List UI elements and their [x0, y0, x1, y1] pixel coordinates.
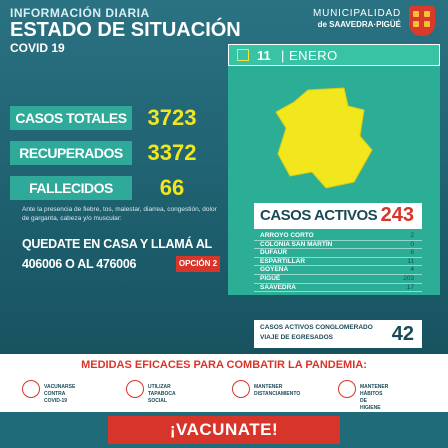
location-name: PIGÜÉ	[260, 274, 281, 282]
footer: ¡VACUNATE!	[0, 412, 448, 448]
cluster-label-line1: CASOS ACTIVOS CONGLOMERADO	[260, 324, 373, 331]
measure-line2: TAPABOCA SOCIAL	[148, 391, 176, 404]
date-separator: |	[281, 48, 285, 63]
stat-value: 3723	[147, 105, 197, 130]
location-value: 11	[407, 257, 414, 265]
mask-icon	[126, 380, 144, 398]
measure-line2: CONTRA COVID-19	[44, 391, 68, 404]
distance-icon	[232, 380, 250, 398]
location-name: SAAVEDRA	[260, 283, 296, 291]
measures-title: MEDIDAS EFICACES PARA COMBATIR LA PANDEM…	[81, 359, 367, 371]
location-name: ESPARTILLAR	[260, 257, 306, 265]
call-to-action-phones: 406006 O AL 476006	[22, 257, 137, 271]
hygiene-icon	[338, 380, 356, 398]
syringe-icon	[22, 380, 40, 398]
list-item: ESPARTILLAR 11	[254, 258, 422, 267]
active-cases-box: CASOS ACTIVOS 243	[254, 203, 422, 229]
list-item: ARROYO CORTO 2	[254, 232, 422, 241]
measure-line2: DE HIGIENE	[360, 398, 381, 411]
stat-label: CASOS TOTALES	[10, 106, 132, 130]
advice-text: Ante la presencia de fiebre, tos, malest…	[22, 206, 217, 222]
locations-list: ARROYO CORTO 2 COLONIA SAN MARTÍN 0 DUFA…	[254, 232, 422, 293]
list-item: GOYENA 4	[254, 266, 422, 275]
vaccinate-banner: ¡VACUNATE!	[108, 416, 340, 444]
location-name: DUFAUR	[260, 249, 288, 257]
municipality-logo: MUNICIPALIDAD de SAAVEDRA·PIGÜÉ	[293, 6, 439, 42]
location-value: 4	[410, 266, 414, 274]
cluster-value: 42	[391, 323, 414, 345]
date-day: 11	[257, 48, 271, 63]
logo-line1: MUNICIPALIDAD	[312, 8, 401, 19]
location-name: ARROYO CORTO	[260, 232, 314, 239]
stat-value: 66	[159, 175, 185, 200]
list-item: SAAVEDRA 17	[254, 284, 422, 293]
location-value: 203	[403, 274, 414, 282]
stat-value: 3372	[147, 140, 197, 165]
cluster-label-line2: VIAJE DE EGRESADOS	[260, 334, 333, 341]
measure-line1: UTILIZAR	[148, 384, 171, 390]
location-name: COLONIA SAN MARTÍN	[260, 240, 333, 248]
location-value: 6	[410, 249, 414, 257]
shield-icon	[409, 6, 435, 36]
list-item: PIGÜÉ 203	[254, 275, 422, 284]
location-value: 17	[406, 283, 414, 291]
date-badge: 11 | ENERO	[228, 44, 440, 66]
stat-label: FALLECIDOS	[10, 176, 132, 200]
active-cases-label: CASOS ACTIVOS	[260, 207, 378, 224]
location-name: GOYENA	[260, 266, 289, 274]
measure-line1: MANTENER HÁBITOS	[360, 384, 389, 397]
option-badge: OPCIÓN 2	[176, 256, 220, 272]
list-item: COLONIA SAN MARTÍN 0	[254, 241, 422, 250]
header: INFORMACIÓN DIARIA ESTADO DE SITUACIÓN C…	[0, 0, 448, 62]
location-value: 2	[410, 232, 414, 239]
logo-line2: de SAAVEDRA·PIGÜÉ	[317, 20, 401, 29]
header-subtitle: COVID 19	[10, 41, 65, 55]
stat-label: RECUPERADOS	[10, 141, 132, 165]
page-title: ESTADO DE SITUACIÓN	[10, 19, 241, 41]
calendar-icon	[237, 49, 249, 61]
header-superline: INFORMACIÓN DIARIA	[10, 6, 150, 20]
date-month: ENERO	[289, 48, 338, 63]
active-cases-value: 243	[380, 204, 414, 226]
measure-line1: VACUNARSE	[44, 384, 76, 390]
location-value: 0	[410, 240, 414, 248]
district-map-icon	[275, 87, 373, 189]
list-item: DUFAUR 6	[254, 249, 422, 258]
call-to-action-line1: QUEDATE EN CASA Y LLAMÁ AL	[22, 237, 212, 251]
cluster-cases-box: CASOS ACTIVOS CONGLOMERADO VIAJE DE EGRE…	[254, 320, 422, 348]
measure-line2: DISTANCIAMIENTO	[254, 391, 301, 397]
measures-section: MEDIDAS EFICACES PARA COMBATIR LA PANDEM…	[0, 354, 448, 412]
measure-line1: MANTENER	[254, 384, 283, 390]
